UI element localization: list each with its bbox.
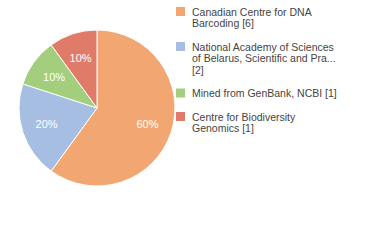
legend-swatch xyxy=(176,112,185,121)
pie-labels: 60% 20% 10% 10% xyxy=(36,52,159,131)
legend-swatch xyxy=(176,7,185,16)
legend-label: Canadian Centre for DNABarcoding [6] xyxy=(192,6,312,30)
data-label: 20% xyxy=(36,118,58,130)
data-label: 60% xyxy=(136,118,158,130)
legend-label: Mined from GenBank, NCBI [1] xyxy=(192,87,337,99)
legend: Canadian Centre for DNABarcoding [6] Nati… xyxy=(176,6,337,135)
chart: 60% 20% 10% 10% Canadian Centre for DNABarco… xyxy=(0,0,380,240)
data-label: 10% xyxy=(70,52,92,64)
pie-slices xyxy=(19,30,175,186)
data-label: 10% xyxy=(43,71,65,83)
legend-label: Centre for BiodiversityGenomics [1] xyxy=(192,111,296,135)
pie-slice xyxy=(51,30,97,108)
legend-swatch xyxy=(176,42,185,51)
legend-label: National Academy of Sciencesof Belarus, … xyxy=(192,41,336,76)
legend-swatch xyxy=(176,89,185,98)
